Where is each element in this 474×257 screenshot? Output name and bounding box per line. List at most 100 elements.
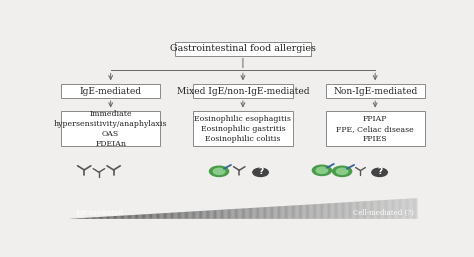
Polygon shape (143, 214, 144, 219)
Polygon shape (98, 217, 99, 219)
Polygon shape (251, 208, 252, 219)
Polygon shape (403, 199, 405, 219)
Polygon shape (268, 207, 270, 219)
Polygon shape (338, 203, 339, 219)
Polygon shape (138, 215, 139, 219)
Polygon shape (192, 212, 193, 219)
Text: ?: ? (377, 168, 382, 177)
Polygon shape (329, 203, 330, 219)
Polygon shape (247, 208, 249, 219)
Polygon shape (319, 204, 321, 219)
Polygon shape (400, 199, 401, 219)
Polygon shape (237, 209, 238, 219)
Polygon shape (206, 210, 207, 219)
Polygon shape (372, 201, 373, 219)
FancyBboxPatch shape (61, 112, 160, 146)
Polygon shape (234, 209, 235, 219)
Polygon shape (379, 200, 380, 219)
Polygon shape (272, 207, 273, 219)
Polygon shape (295, 205, 296, 219)
Polygon shape (85, 218, 86, 219)
Polygon shape (101, 217, 102, 219)
Circle shape (333, 166, 352, 177)
Polygon shape (132, 215, 134, 219)
Polygon shape (258, 207, 259, 219)
Polygon shape (302, 205, 303, 219)
Polygon shape (322, 204, 323, 219)
Polygon shape (363, 201, 364, 219)
Polygon shape (183, 212, 185, 219)
Polygon shape (332, 203, 334, 219)
Polygon shape (267, 207, 268, 219)
Polygon shape (413, 198, 414, 219)
Polygon shape (307, 205, 308, 219)
Polygon shape (147, 214, 149, 219)
Polygon shape (328, 203, 329, 219)
Circle shape (210, 166, 228, 177)
Text: FPIAP
FPE, Celiac disease
FPIES: FPIAP FPE, Celiac disease FPIES (336, 115, 414, 143)
Polygon shape (327, 203, 328, 219)
Polygon shape (299, 205, 300, 219)
Polygon shape (245, 208, 246, 219)
Polygon shape (242, 208, 243, 219)
Polygon shape (157, 214, 158, 219)
Polygon shape (311, 204, 313, 219)
Polygon shape (152, 214, 154, 219)
Polygon shape (410, 198, 411, 219)
Polygon shape (380, 200, 382, 219)
FancyBboxPatch shape (193, 112, 292, 146)
Polygon shape (287, 206, 288, 219)
Polygon shape (102, 217, 103, 219)
Polygon shape (224, 209, 226, 219)
Polygon shape (382, 200, 383, 219)
Polygon shape (321, 204, 322, 219)
Polygon shape (374, 200, 375, 219)
Polygon shape (106, 217, 107, 219)
Polygon shape (118, 216, 119, 219)
Polygon shape (151, 214, 152, 219)
Polygon shape (386, 200, 387, 219)
Polygon shape (377, 200, 378, 219)
Polygon shape (416, 198, 418, 219)
Polygon shape (270, 207, 271, 219)
Polygon shape (93, 217, 94, 219)
Polygon shape (94, 217, 95, 219)
Polygon shape (264, 207, 265, 219)
Polygon shape (296, 205, 298, 219)
Polygon shape (179, 212, 180, 219)
Polygon shape (95, 217, 96, 219)
Polygon shape (303, 205, 305, 219)
Polygon shape (73, 218, 74, 219)
Polygon shape (72, 218, 73, 219)
Polygon shape (391, 200, 392, 219)
Polygon shape (336, 203, 337, 219)
Polygon shape (80, 218, 81, 219)
Polygon shape (116, 216, 117, 219)
Polygon shape (139, 215, 141, 219)
Polygon shape (347, 202, 349, 219)
Polygon shape (393, 199, 394, 219)
Polygon shape (398, 199, 399, 219)
Polygon shape (354, 202, 355, 219)
Polygon shape (290, 206, 291, 219)
Polygon shape (201, 211, 202, 219)
Polygon shape (406, 199, 407, 219)
Polygon shape (159, 213, 160, 219)
Polygon shape (283, 206, 285, 219)
Polygon shape (281, 206, 283, 219)
Polygon shape (196, 211, 198, 219)
Polygon shape (75, 218, 77, 219)
Polygon shape (330, 203, 331, 219)
Polygon shape (149, 214, 150, 219)
Polygon shape (104, 217, 106, 219)
Polygon shape (110, 216, 111, 219)
Polygon shape (308, 205, 309, 219)
Polygon shape (390, 200, 391, 219)
FancyBboxPatch shape (61, 84, 160, 98)
Polygon shape (226, 209, 227, 219)
Polygon shape (108, 216, 109, 219)
Polygon shape (337, 203, 338, 219)
Polygon shape (362, 201, 363, 219)
Polygon shape (375, 200, 377, 219)
Polygon shape (142, 214, 143, 219)
